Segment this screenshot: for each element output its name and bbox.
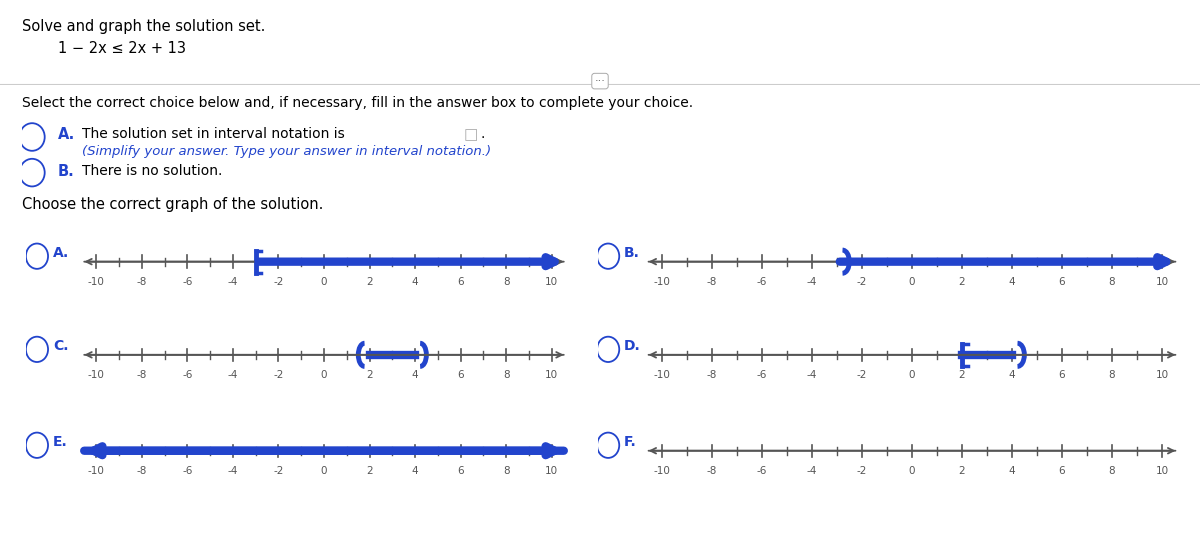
Text: 10: 10 xyxy=(1156,466,1169,476)
Text: 4: 4 xyxy=(412,277,419,287)
Text: C.: C. xyxy=(53,339,68,353)
Text: -6: -6 xyxy=(757,466,767,476)
Text: -6: -6 xyxy=(182,370,192,380)
Text: 0: 0 xyxy=(320,277,328,287)
Text: -2: -2 xyxy=(857,370,868,380)
Text: 2: 2 xyxy=(959,277,965,287)
Text: Select the correct choice below and, if necessary, fill in the answer box to com: Select the correct choice below and, if … xyxy=(22,96,692,110)
Text: D.: D. xyxy=(624,339,641,353)
Text: 0: 0 xyxy=(908,277,916,287)
Text: 6: 6 xyxy=(457,370,464,380)
Text: -4: -4 xyxy=(806,277,817,287)
Text: -10: -10 xyxy=(88,277,104,287)
Text: 6: 6 xyxy=(1058,466,1066,476)
Text: 6: 6 xyxy=(457,466,464,476)
Text: -2: -2 xyxy=(274,370,283,380)
Text: A.: A. xyxy=(58,127,74,142)
Text: 10: 10 xyxy=(545,466,558,476)
Text: -2: -2 xyxy=(274,277,283,287)
Text: 10: 10 xyxy=(1156,277,1169,287)
Text: -8: -8 xyxy=(137,277,146,287)
Text: ···: ··· xyxy=(594,76,606,86)
Text: F.: F. xyxy=(624,435,637,449)
Text: □: □ xyxy=(463,127,478,142)
Text: -2: -2 xyxy=(857,466,868,476)
Text: 10: 10 xyxy=(1156,370,1169,380)
Text: 8: 8 xyxy=(503,277,510,287)
Text: 2: 2 xyxy=(366,370,373,380)
Text: Choose the correct graph of the solution.: Choose the correct graph of the solution… xyxy=(22,197,323,212)
Text: 10: 10 xyxy=(545,277,558,287)
Text: B.: B. xyxy=(624,246,640,260)
Text: A.: A. xyxy=(53,246,70,260)
Text: -6: -6 xyxy=(182,277,192,287)
Text: 1 − 2x ≤ 2x + 13: 1 − 2x ≤ 2x + 13 xyxy=(58,41,186,56)
Text: 6: 6 xyxy=(1058,277,1066,287)
Text: 0: 0 xyxy=(908,466,916,476)
Text: 6: 6 xyxy=(1058,370,1066,380)
Text: 8: 8 xyxy=(1109,370,1115,380)
Text: -4: -4 xyxy=(806,466,817,476)
Text: 4: 4 xyxy=(1009,466,1015,476)
Text: -8: -8 xyxy=(707,370,718,380)
Text: -4: -4 xyxy=(228,277,238,287)
Text: -8: -8 xyxy=(137,466,146,476)
Text: -10: -10 xyxy=(88,466,104,476)
Text: -6: -6 xyxy=(182,466,192,476)
Text: -6: -6 xyxy=(757,370,767,380)
Text: Solve and graph the solution set.: Solve and graph the solution set. xyxy=(22,19,265,34)
Text: 0: 0 xyxy=(320,466,328,476)
Text: -2: -2 xyxy=(857,277,868,287)
Text: 4: 4 xyxy=(412,466,419,476)
Text: 8: 8 xyxy=(503,466,510,476)
Text: -8: -8 xyxy=(137,370,146,380)
Text: 8: 8 xyxy=(1109,277,1115,287)
Text: -4: -4 xyxy=(228,466,238,476)
Text: E.: E. xyxy=(53,435,67,449)
Text: 8: 8 xyxy=(1109,466,1115,476)
Text: The solution set in interval notation is: The solution set in interval notation is xyxy=(82,127,344,141)
Text: .: . xyxy=(480,127,485,141)
Text: There is no solution.: There is no solution. xyxy=(82,164,222,179)
Text: -10: -10 xyxy=(654,466,671,476)
Text: 4: 4 xyxy=(1009,370,1015,380)
Text: (Simplify your answer. Type your answer in interval notation.): (Simplify your answer. Type your answer … xyxy=(82,145,491,158)
Text: 10: 10 xyxy=(545,370,558,380)
Text: 2: 2 xyxy=(366,277,373,287)
Text: 4: 4 xyxy=(412,370,419,380)
Text: 2: 2 xyxy=(366,466,373,476)
Text: -2: -2 xyxy=(274,466,283,476)
Text: 0: 0 xyxy=(320,370,328,380)
Text: 8: 8 xyxy=(503,370,510,380)
Text: -8: -8 xyxy=(707,466,718,476)
Text: -6: -6 xyxy=(757,277,767,287)
Text: 4: 4 xyxy=(1009,277,1015,287)
Text: 2: 2 xyxy=(959,466,965,476)
Text: -10: -10 xyxy=(88,370,104,380)
Text: 2: 2 xyxy=(959,370,965,380)
Text: -10: -10 xyxy=(654,370,671,380)
Text: B.: B. xyxy=(58,164,74,179)
Text: -10: -10 xyxy=(654,277,671,287)
Text: 6: 6 xyxy=(457,277,464,287)
Text: 0: 0 xyxy=(908,370,916,380)
Text: -4: -4 xyxy=(806,370,817,380)
Text: -4: -4 xyxy=(228,370,238,380)
Text: -8: -8 xyxy=(707,277,718,287)
